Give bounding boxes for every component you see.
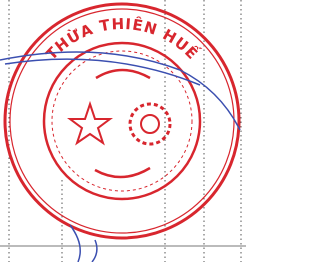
page: THỪA THIÊN HUẾ (() => { const data = JSO…	[0, 0, 246, 262]
scan: THỪA THIÊN HUẾ	[0, 0, 246, 262]
